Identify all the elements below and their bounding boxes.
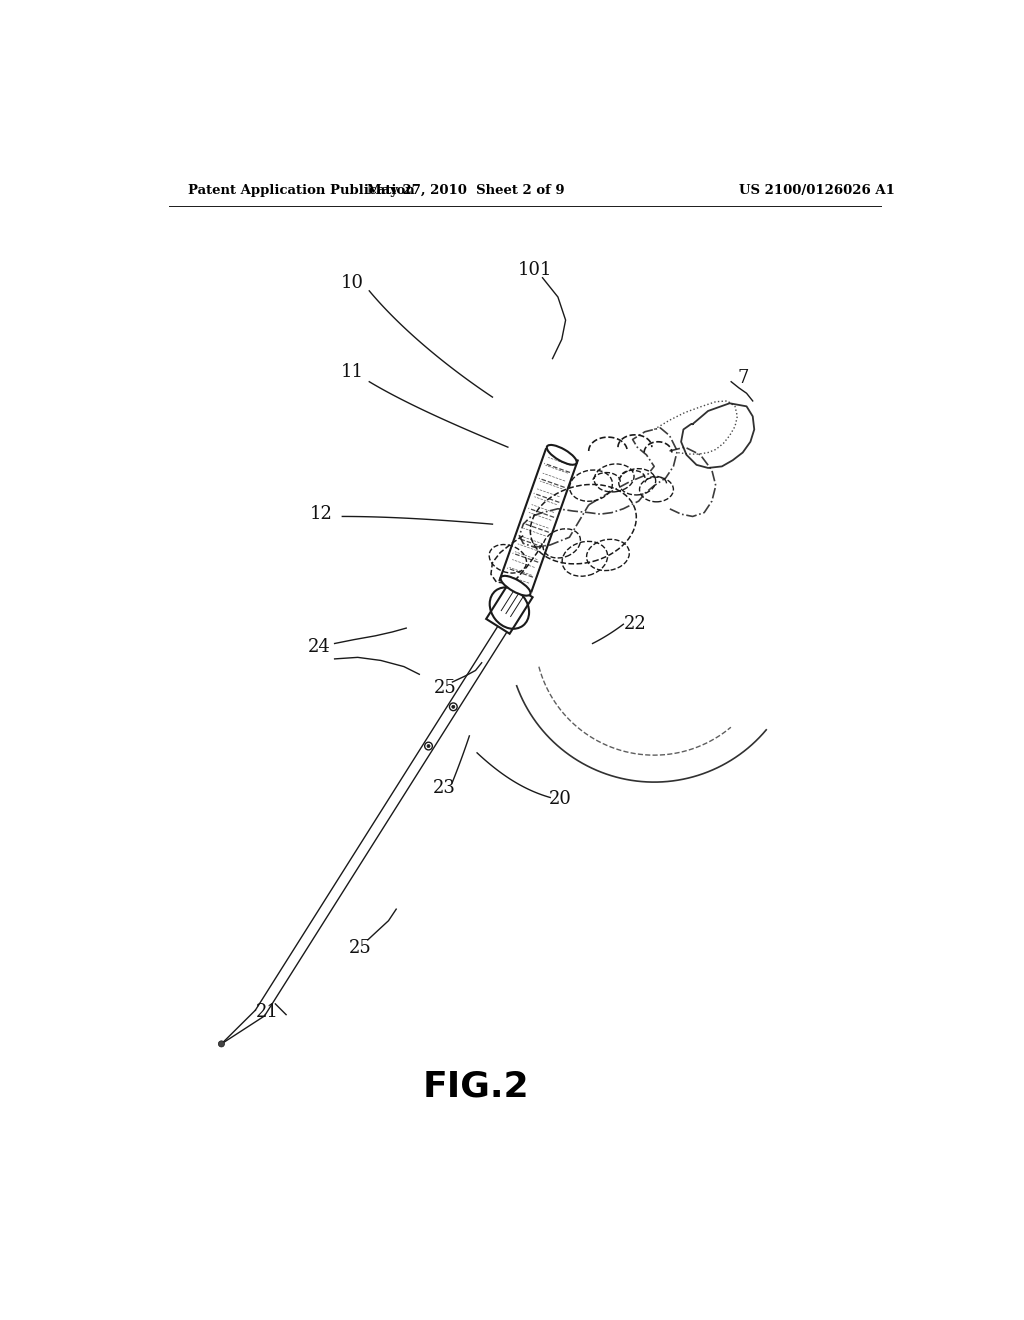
Text: 10: 10 (341, 275, 364, 292)
Text: 12: 12 (310, 506, 333, 523)
Text: 22: 22 (624, 615, 646, 634)
Text: 21: 21 (256, 1003, 280, 1020)
Text: Patent Application Publication: Patent Application Publication (188, 185, 415, 197)
Text: 7: 7 (737, 368, 749, 387)
Text: FIG.2: FIG.2 (422, 1069, 528, 1104)
Text: 25: 25 (433, 680, 456, 697)
Text: 11: 11 (341, 363, 364, 381)
Circle shape (218, 1040, 224, 1047)
Circle shape (452, 705, 455, 709)
Ellipse shape (547, 445, 577, 465)
Text: 24: 24 (308, 639, 331, 656)
Polygon shape (486, 582, 532, 634)
Ellipse shape (501, 576, 530, 595)
Text: 25: 25 (348, 939, 372, 957)
Text: 23: 23 (433, 779, 456, 797)
Text: 20: 20 (549, 791, 571, 808)
Text: May 27, 2010  Sheet 2 of 9: May 27, 2010 Sheet 2 of 9 (367, 185, 564, 197)
Circle shape (427, 744, 430, 747)
Text: 101: 101 (517, 261, 552, 279)
Text: US 2100/0126026 A1: US 2100/0126026 A1 (739, 185, 895, 197)
